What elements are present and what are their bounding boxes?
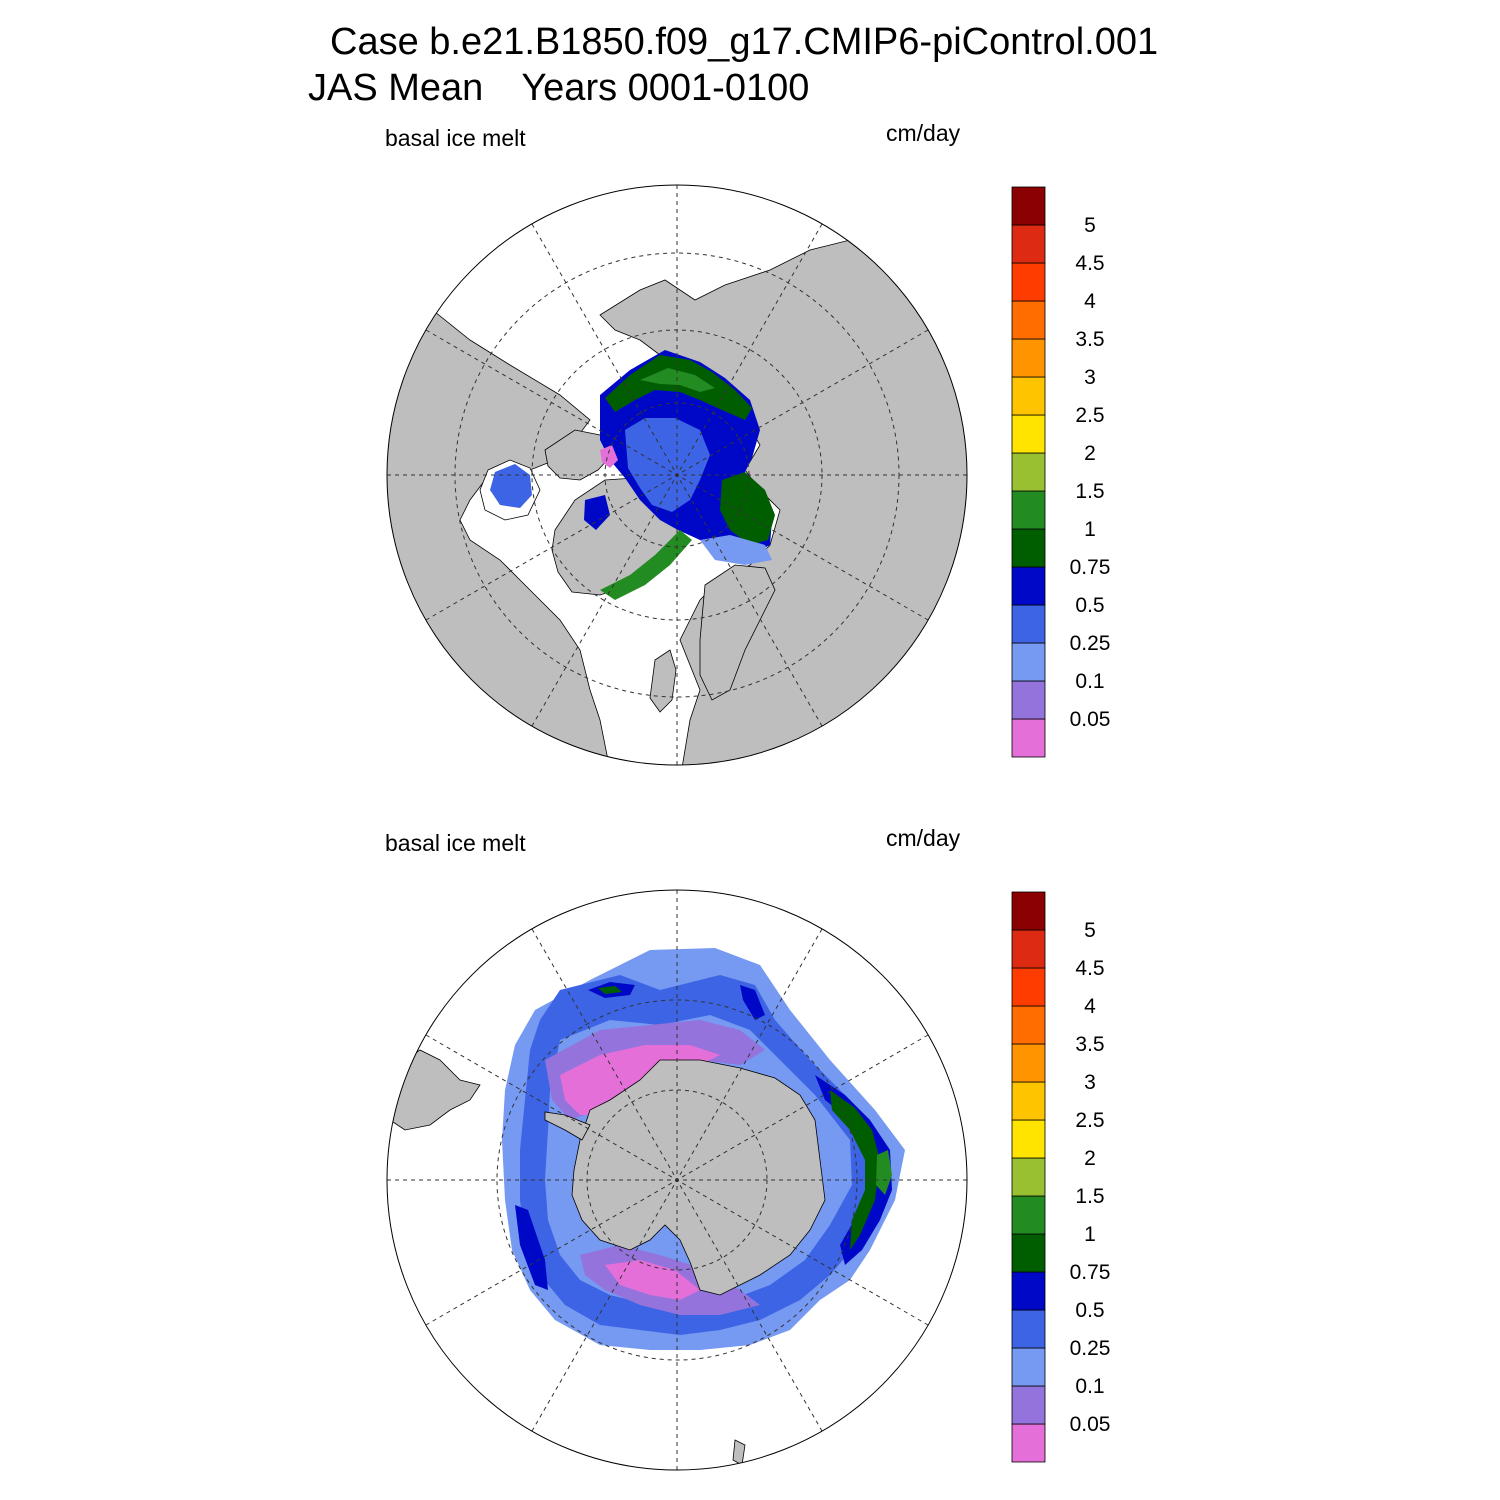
south-colorbar-swatch	[1011, 1233, 1046, 1273]
figure-title-line1: Case b.e21.B1850.f09_g17.CMIP6-piControl…	[330, 21, 1159, 63]
south-colorbar-swatch	[1011, 1309, 1046, 1349]
figure-title-line2: JAS Mean Years 0001-0100	[308, 66, 809, 110]
north-colorbar-tick-label: 5	[1084, 214, 1096, 237]
south-colorbar-tick-label: 0.05	[1070, 1413, 1111, 1436]
south-colorbar-tick-label: 0.75	[1070, 1261, 1111, 1284]
north-colorbar-tick-label: 0.75	[1070, 556, 1111, 579]
south-colorbar-swatch	[1011, 1347, 1046, 1387]
north-graticule	[387, 185, 967, 765]
north-map-border	[386, 184, 968, 766]
north-colorbar-swatch	[1011, 490, 1046, 530]
north-colorbar-swatch	[1011, 680, 1046, 720]
north-melt-pink-patch	[600, 445, 618, 468]
north-melt-green-east-greenland	[600, 530, 692, 600]
north-colorbar-swatch	[1011, 262, 1046, 302]
south-variable-label: basal ice melt	[385, 830, 526, 856]
north-colorbar-swatch	[1011, 376, 1046, 416]
south-melt-green-kerguelen	[876, 1150, 892, 1195]
north-melt-green-siberia	[605, 355, 752, 420]
north-melt-green-barents	[720, 472, 775, 545]
north-colorbar-swatch	[1011, 718, 1046, 758]
south-colorbar-swatch	[1011, 1005, 1046, 1045]
north-colorbar-swatch	[1011, 414, 1046, 454]
north-variable-label: basal ice melt	[385, 125, 526, 151]
south-colorbar-swatch	[1011, 1195, 1046, 1235]
north-melt-royal-blue	[625, 418, 710, 512]
north-colorbar-tick-label: 2.5	[1075, 404, 1104, 427]
north-colorbar-tick-label: 3.5	[1075, 328, 1104, 351]
south-colorbar-tick-label: 0.5	[1075, 1299, 1104, 1322]
north-colorbar-tick-label: 2	[1084, 442, 1096, 465]
south-melt-pink-ross	[605, 1260, 700, 1300]
north-colorbar: 0.05 0.1 0.25 0.5 0.75 1 1.5 2 2.5 3 3.5 4 4.5 5	[1011, 186, 1111, 758]
north-colorbar-tick-label: 4	[1084, 290, 1096, 313]
south-colorbar-swatch	[1011, 967, 1046, 1007]
years-label: Years 0001-0100	[521, 67, 810, 109]
north-colorbar-tick-label: 0.25	[1070, 632, 1111, 655]
north-colorbar-swatch	[1011, 566, 1046, 606]
north-units-label: cm/day	[886, 120, 961, 146]
north-polar-map	[386, 184, 968, 766]
south-colorbar-swatch	[1011, 1081, 1046, 1121]
north-colorbar-swatch	[1011, 300, 1046, 340]
north-colorbar-swatch	[1011, 604, 1046, 644]
south-colorbar-tick-label: 3	[1084, 1071, 1096, 1094]
south-colorbar-swatch	[1011, 1271, 1046, 1311]
north-land-archipelago	[544, 429, 613, 481]
south-melt-dark-blue-south-indian	[740, 985, 765, 1020]
north-colorbar-swatch	[1011, 528, 1046, 568]
north-colorbar-swatch	[1011, 642, 1046, 682]
north-melt-baffin	[584, 495, 610, 530]
south-colorbar-tick-label: 2	[1084, 1147, 1096, 1170]
south-colorbar-tick-label: 4	[1084, 995, 1096, 1018]
south-polar-map	[386, 889, 968, 1471]
south-land-antarctic-peninsula	[544, 1111, 591, 1141]
south-colorbar-tick-label: 5	[1084, 919, 1096, 942]
north-colorbar-tick-label: 4.5	[1075, 252, 1104, 275]
north-colorbar-tick-label: 1.5	[1075, 480, 1104, 503]
north-colorbar-tick-label: 3	[1084, 366, 1096, 389]
south-melt-green-atlantic	[598, 986, 622, 994]
north-land-scandinavia	[699, 564, 776, 701]
south-colorbar-swatch	[1011, 891, 1046, 931]
south-melt-dark-blue-pacific	[515, 1205, 548, 1290]
north-colorbar-swatch	[1011, 452, 1046, 492]
south-colorbar-tick-label: 3.5	[1075, 1033, 1104, 1056]
south-colorbar-tick-label: 0.1	[1075, 1375, 1104, 1398]
north-melt-pale-blue-svalbard	[700, 535, 772, 565]
south-melt-dark-blue-east	[815, 1075, 892, 1265]
south-map-border	[386, 889, 968, 1471]
south-colorbar-tick-label: 1	[1084, 1223, 1096, 1246]
south-colorbar-swatch	[1011, 1423, 1046, 1463]
north-colorbar-swatch	[1011, 224, 1046, 264]
south-land-south-america	[387, 1049, 481, 1131]
south-colorbar-tick-label: 1.5	[1075, 1185, 1104, 1208]
south-colorbar-swatch	[1011, 1119, 1046, 1159]
south-colorbar-swatch	[1011, 929, 1046, 969]
south-graticule	[387, 890, 967, 1470]
south-colorbar-tick-label: 0.25	[1070, 1337, 1111, 1360]
south-melt-green-east	[830, 1090, 880, 1250]
south-colorbar-swatch	[1011, 1385, 1046, 1425]
south-colorbar-tick-label: 4.5	[1075, 957, 1104, 980]
north-colorbar-tick-label: 0.5	[1075, 594, 1104, 617]
north-colorbar-tick-label: 1	[1084, 518, 1096, 541]
north-colorbar-swatch	[1011, 338, 1046, 378]
south-colorbar-swatch	[1011, 1157, 1046, 1197]
south-land-antarctica	[571, 1059, 826, 1296]
south-colorbar-tick-label: 2.5	[1075, 1109, 1104, 1132]
north-colorbar-swatch	[1011, 186, 1046, 226]
south-units-label: cm/day	[886, 825, 961, 851]
south-colorbar-swatch	[1011, 1043, 1046, 1083]
south-colorbar: 0.05 0.1 0.25 0.5 0.75 1 1.5 2 2.5 3 3.5 4 4.5 5	[1011, 891, 1111, 1463]
period-label: JAS Mean	[308, 67, 484, 109]
north-colorbar-tick-label: 0.1	[1075, 670, 1104, 693]
north-colorbar-tick-label: 0.05	[1070, 708, 1111, 731]
